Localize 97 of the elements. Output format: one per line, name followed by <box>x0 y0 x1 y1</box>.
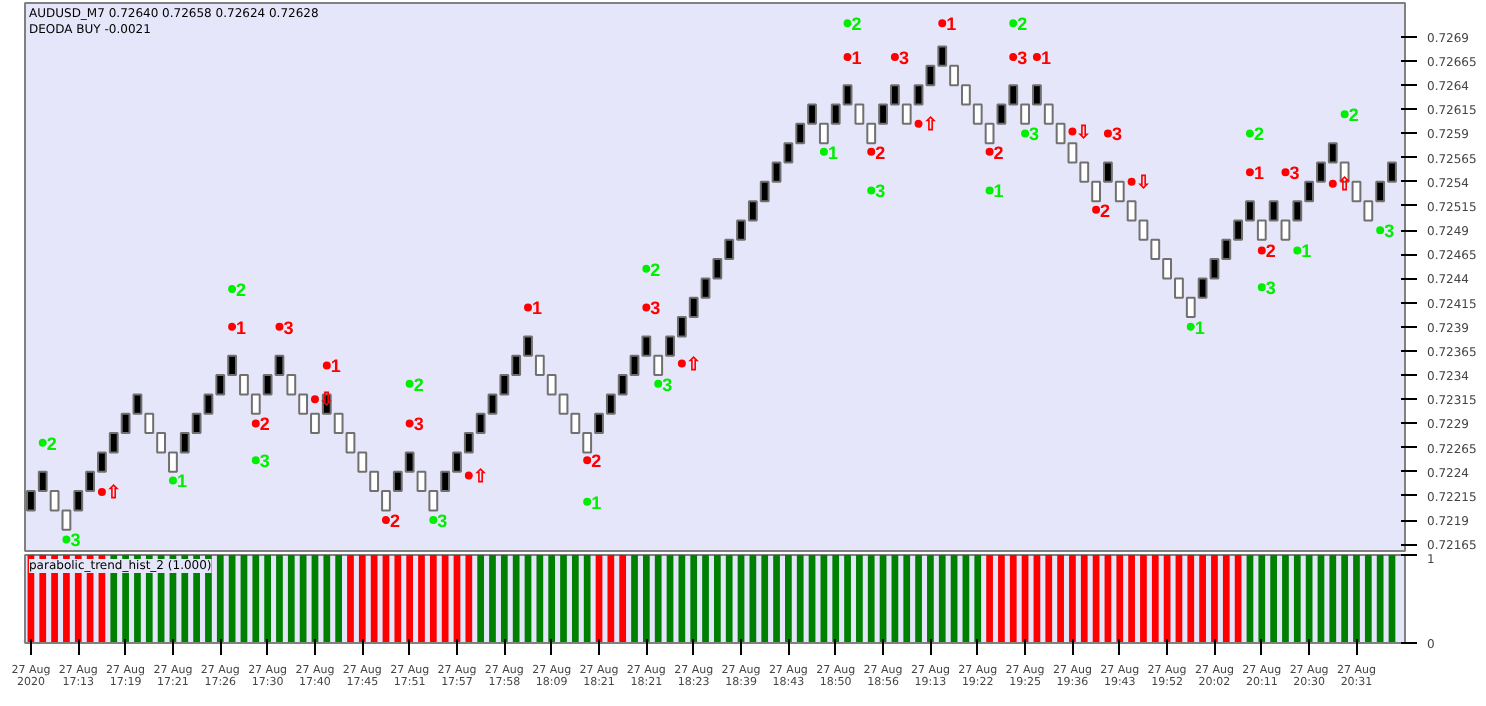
point <box>867 186 876 195</box>
point <box>429 516 438 525</box>
point <box>1032 53 1041 62</box>
point <box>1127 177 1136 186</box>
text: 3 <box>1289 163 1300 184</box>
text: 3 <box>1384 221 1395 242</box>
point <box>867 147 876 156</box>
text: ⇩ <box>1135 171 1152 192</box>
text: 1 <box>591 492 602 513</box>
text: 1 <box>1253 163 1264 184</box>
point <box>322 361 331 370</box>
series-label: 3 <box>70 530 81 551</box>
text: 3 <box>875 181 886 202</box>
point <box>168 476 177 485</box>
point <box>381 516 390 525</box>
point <box>843 53 852 62</box>
series-label: ⇧ <box>105 482 122 503</box>
point <box>985 147 994 156</box>
text: 2 <box>851 14 862 35</box>
text: 2 <box>389 511 401 532</box>
point <box>583 497 592 506</box>
point <box>642 264 651 273</box>
point <box>1376 226 1385 235</box>
point <box>38 438 47 447</box>
text: 3 <box>1017 48 1028 69</box>
point <box>1281 168 1290 177</box>
text: 2 <box>650 259 661 280</box>
text: 3 <box>1111 124 1122 145</box>
point <box>642 303 651 312</box>
series-label: 1 <box>236 317 247 338</box>
text: 2 <box>1253 124 1264 145</box>
point <box>1068 127 1077 136</box>
point <box>228 322 237 331</box>
point <box>1245 168 1254 177</box>
point <box>677 359 686 368</box>
text: ⇧ <box>922 113 939 134</box>
text: 1 <box>1040 48 1051 69</box>
point <box>1293 246 1302 255</box>
text: 1 <box>851 48 862 69</box>
series-label: 2 <box>259 414 270 435</box>
series-label: 3 <box>283 317 294 338</box>
series-label: 2 <box>46 433 57 454</box>
text: ⇩ <box>1076 121 1093 142</box>
point <box>405 419 414 428</box>
point <box>275 322 284 331</box>
text: 3 <box>650 298 661 319</box>
point <box>938 19 947 28</box>
point <box>1103 129 1112 138</box>
text: 1 <box>1301 241 1312 262</box>
point <box>1186 322 1195 331</box>
text: 2 <box>413 374 424 395</box>
point <box>1245 129 1254 138</box>
point <box>251 456 260 465</box>
point <box>1328 179 1337 188</box>
text: 3 <box>662 374 673 395</box>
text: 2 <box>591 451 602 472</box>
text: 2 <box>1017 14 1028 35</box>
point <box>62 535 71 544</box>
point <box>583 456 592 465</box>
point <box>251 419 260 428</box>
point <box>1340 110 1349 119</box>
text: 1 <box>330 356 341 377</box>
text: 3 <box>898 48 909 69</box>
point <box>890 53 899 62</box>
point <box>843 19 852 28</box>
text: 3 <box>1029 124 1040 145</box>
point <box>97 488 106 497</box>
point <box>464 471 473 480</box>
point <box>310 395 319 404</box>
point <box>524 303 532 312</box>
text: 3 <box>437 511 448 532</box>
point <box>819 147 828 156</box>
point <box>1009 53 1018 62</box>
text: 1 <box>946 14 957 35</box>
text: 3 <box>413 414 424 435</box>
text: 2 <box>1100 200 1111 221</box>
text: 1 <box>827 142 838 163</box>
text: 1 <box>532 298 543 319</box>
text: ⇧ <box>685 353 702 374</box>
point <box>1009 19 1018 28</box>
text: 3 <box>1265 278 1276 299</box>
text: 3 <box>259 451 270 472</box>
text: ⇧ <box>472 465 489 486</box>
point <box>654 379 663 388</box>
text: 2 <box>236 280 247 301</box>
point <box>914 119 923 128</box>
text: 1 <box>993 181 1004 202</box>
text: 2 <box>1265 241 1276 262</box>
point <box>985 186 994 195</box>
series-label: 1 <box>1194 317 1205 338</box>
text: 2 <box>875 142 886 163</box>
text: 2 <box>993 142 1004 163</box>
point <box>405 379 414 388</box>
text: 2 <box>1348 105 1359 126</box>
point <box>1257 283 1266 292</box>
text: 1 <box>176 471 187 492</box>
point <box>1257 246 1266 255</box>
